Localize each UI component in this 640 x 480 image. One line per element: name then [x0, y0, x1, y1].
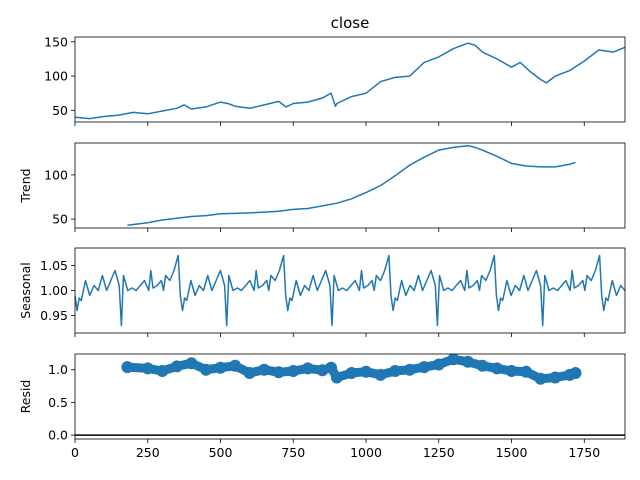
resid-y-tick-label: 0.0 [48, 428, 68, 443]
resid-point [141, 362, 154, 375]
resid-point [121, 361, 134, 374]
resid-point [301, 362, 314, 375]
observed-series-line [75, 42, 625, 120]
resid-point [214, 361, 227, 374]
resid-point [229, 359, 242, 372]
trend-y-tick-label: 100 [44, 167, 68, 182]
chart-title: close [331, 14, 370, 32]
seasonal-series-line [75, 254, 625, 327]
resid-point [549, 371, 562, 384]
resid-y-tick-label: 0.5 [48, 395, 68, 410]
panel-trend: 50 100 Trend [18, 142, 626, 232]
resid-point [243, 367, 256, 379]
resid-point [534, 372, 547, 385]
trend-axes-frame [74, 142, 626, 229]
seasonal-y-tick-label: 0.95 [40, 308, 68, 323]
resid-point [403, 363, 416, 376]
resid-point [200, 363, 212, 376]
resid-point [432, 358, 445, 371]
x-tick-label: 0 [71, 445, 79, 460]
trend-series-line [127, 144, 576, 227]
x-tick-label: 1500 [496, 445, 528, 460]
panel-observed: 50 100 150 [44, 34, 626, 126]
x-tick-label: 1000 [350, 445, 382, 460]
resid-point [272, 366, 285, 379]
observed-y-tick-label: 150 [44, 34, 68, 49]
observed-axes-frame [74, 36, 626, 123]
resid-point [447, 354, 460, 366]
trend-y-tick-label: 50 [52, 212, 68, 227]
resid-point [374, 368, 387, 381]
observed-y-tick-label: 50 [52, 103, 68, 118]
seasonal-y-tick-label: 1.05 [40, 258, 68, 273]
panel-seasonal: 0.95 1.00 1.05 Seasonal [18, 247, 626, 337]
resid-point [418, 361, 431, 374]
resid-point [170, 360, 183, 373]
resid-point [360, 365, 372, 378]
panel-resid: 0.0 0.5 1.0 0 250 500 750 1000 1250 1500 1750 Resid [18, 353, 626, 460]
seasonal-plot-area [75, 254, 625, 327]
resid-point [389, 365, 402, 377]
resid-point [491, 362, 503, 375]
resid-point [287, 365, 300, 377]
resid-axes-frame [74, 353, 626, 440]
trend-plot-area [127, 144, 576, 227]
resid-point [520, 365, 533, 378]
resid-point [569, 367, 582, 379]
resid-point [505, 365, 518, 377]
resid-point [156, 365, 169, 377]
resid-point [345, 367, 358, 379]
x-tick-label: 1750 [568, 445, 600, 460]
resid-point [325, 361, 338, 374]
x-tick-label: 250 [136, 445, 160, 460]
x-tick-label: 750 [281, 445, 305, 460]
resid-point [476, 359, 489, 372]
x-tick-label: 1250 [423, 445, 455, 460]
resid-point [185, 357, 198, 370]
resid-point [461, 355, 474, 368]
resid-point [330, 371, 343, 384]
resid-point [258, 363, 271, 376]
observed-y-tick-label: 100 [44, 69, 68, 84]
resid-y-tick-label: 1.0 [48, 362, 68, 377]
seasonal-y-axis-label: Seasonal [18, 262, 33, 319]
resid-plot-area [75, 354, 625, 436]
observed-plot-area [75, 42, 625, 120]
x-tick-label: 500 [209, 445, 233, 460]
seasonal-y-tick-label: 1.00 [40, 283, 68, 298]
resid-y-axis-label: Resid [18, 380, 33, 414]
trend-y-axis-label: Trend [18, 168, 33, 203]
